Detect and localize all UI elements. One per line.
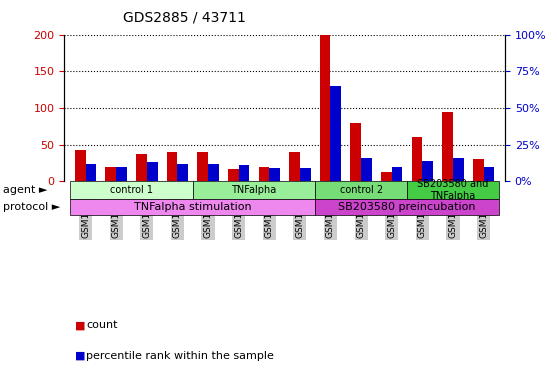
Bar — [315, 182, 407, 199]
Bar — [147, 162, 157, 182]
Text: ■: ■ — [75, 320, 86, 330]
Text: TNFalpha stimulation: TNFalpha stimulation — [134, 202, 252, 212]
Bar — [453, 158, 464, 182]
Bar — [75, 150, 85, 182]
Bar — [330, 86, 341, 182]
Bar — [320, 35, 330, 182]
Bar — [177, 164, 188, 182]
Bar — [361, 158, 372, 182]
Text: control 2: control 2 — [340, 185, 383, 195]
Text: count: count — [86, 320, 118, 330]
Bar — [442, 112, 453, 182]
Bar — [70, 199, 315, 215]
Bar — [289, 152, 300, 182]
Bar — [167, 152, 177, 182]
Bar — [116, 167, 127, 182]
Bar — [208, 164, 219, 182]
Text: GDS2885 / 43711: GDS2885 / 43711 — [123, 11, 246, 25]
Text: TNFalpha: TNFalpha — [232, 185, 277, 195]
Bar — [105, 167, 116, 182]
Text: percentile rank within the sample: percentile rank within the sample — [86, 351, 275, 361]
Bar — [484, 167, 494, 182]
Bar — [300, 168, 311, 182]
Text: SB203580 and
TNFalpha: SB203580 and TNFalpha — [417, 179, 489, 201]
Bar — [258, 167, 270, 182]
Bar — [70, 182, 193, 199]
Bar — [315, 199, 499, 215]
Text: control 1: control 1 — [110, 185, 153, 195]
Bar — [381, 172, 392, 182]
Bar — [473, 159, 484, 182]
Bar — [136, 154, 147, 182]
Bar — [412, 137, 422, 182]
Bar — [85, 164, 97, 182]
Bar — [239, 165, 249, 182]
Bar — [407, 182, 499, 199]
Text: agent ►: agent ► — [3, 185, 47, 195]
Bar — [198, 152, 208, 182]
Text: protocol ►: protocol ► — [3, 202, 60, 212]
Bar — [422, 161, 433, 182]
Bar — [228, 169, 239, 182]
Text: SB203580 preincubation: SB203580 preincubation — [338, 202, 476, 212]
Bar — [270, 168, 280, 182]
Bar — [350, 123, 361, 182]
Bar — [392, 167, 402, 182]
Bar — [193, 182, 315, 199]
Text: ■: ■ — [75, 351, 86, 361]
